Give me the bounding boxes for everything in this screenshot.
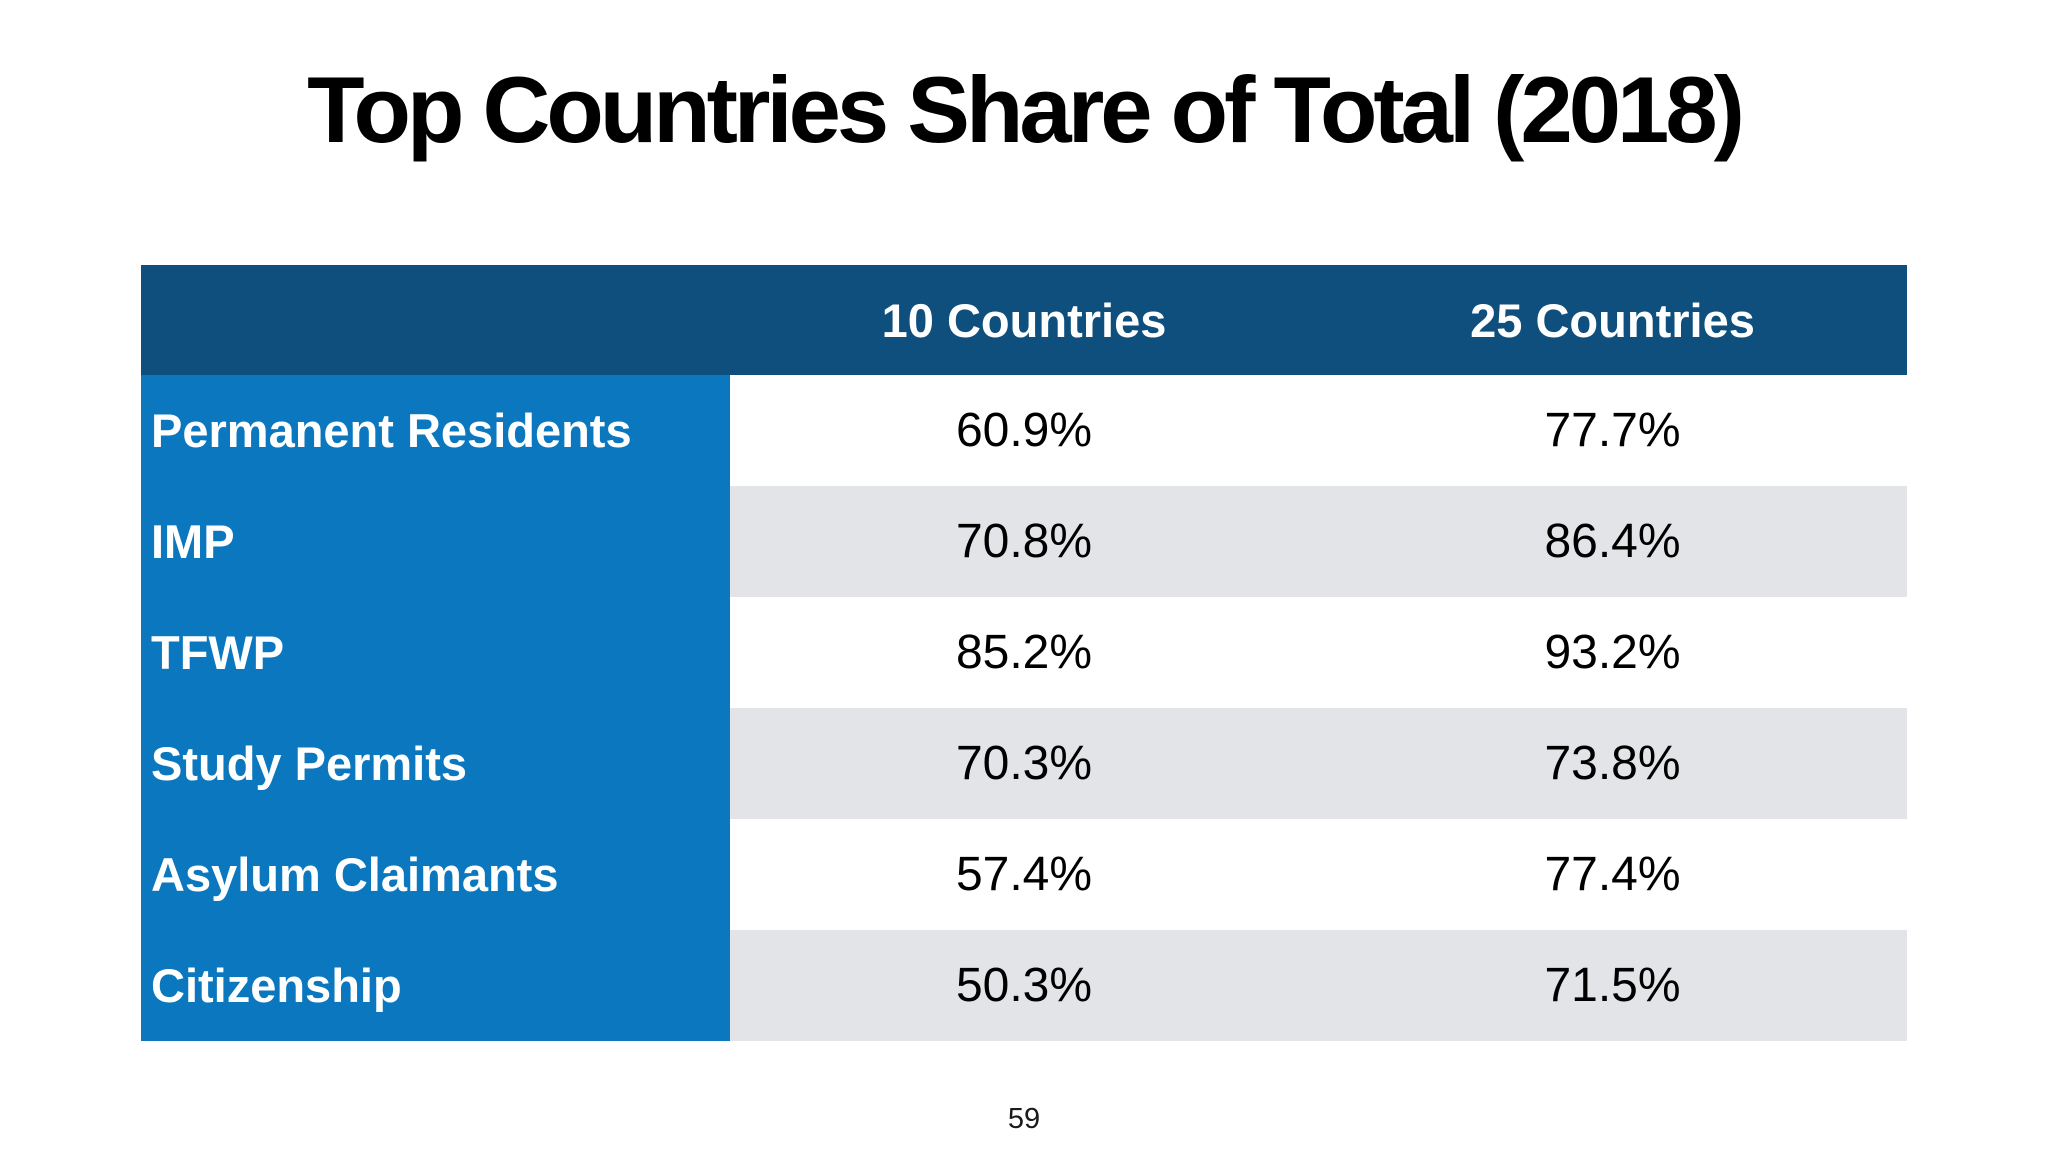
table-row: IMP 70.8% 86.4%: [141, 486, 1907, 597]
row-label-study-permits: Study Permits: [141, 708, 730, 819]
value-25-countries: 93.2%: [1318, 597, 1907, 708]
slide-title: Top Countries Share of Total (2018): [307, 57, 1745, 162]
table-row: TFWP 85.2% 93.2%: [141, 597, 1907, 708]
row-label-citizenship: Citizenship: [141, 930, 730, 1041]
value-25-countries: 77.4%: [1318, 819, 1907, 930]
value-10-countries: 57.4%: [730, 819, 1318, 930]
header-corner-cell: [141, 265, 730, 375]
table-row: Study Permits 70.3% 73.8%: [141, 708, 1907, 819]
value-25-countries: 77.7%: [1318, 375, 1907, 486]
value-10-countries: 85.2%: [730, 597, 1318, 708]
table-header-row: 10 Countries 25 Countries: [141, 265, 1907, 375]
row-label-asylum-claimants: Asylum Claimants: [141, 819, 730, 930]
value-25-countries: 86.4%: [1318, 486, 1907, 597]
value-10-countries: 60.9%: [730, 375, 1318, 486]
page-number: 59: [1007, 1103, 1041, 1135]
value-25-countries: 71.5%: [1318, 930, 1907, 1041]
value-10-countries: 70.8%: [730, 486, 1318, 597]
row-label-permanent-residents: Permanent Residents: [141, 375, 730, 486]
row-label-imp: IMP: [141, 486, 730, 597]
value-10-countries: 70.3%: [730, 708, 1318, 819]
top-countries-share-table: 10 Countries 25 Countries Permanent Resi…: [141, 265, 1907, 1041]
column-header-10-countries: 10 Countries: [881, 293, 1167, 347]
row-label-tfwp: TFWP: [141, 597, 730, 708]
table-row: Citizenship 50.3% 71.5%: [141, 930, 1907, 1041]
value-25-countries: 73.8%: [1318, 708, 1907, 819]
table-row: Asylum Claimants 57.4% 77.4%: [141, 819, 1907, 930]
column-header-25-countries: 25 Countries: [1470, 293, 1755, 347]
table-row: Permanent Residents 60.9% 77.7%: [141, 375, 1907, 486]
value-10-countries: 50.3%: [730, 930, 1318, 1041]
